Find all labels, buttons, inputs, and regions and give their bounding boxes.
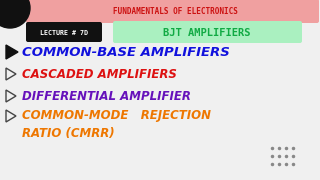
Polygon shape [6, 45, 18, 59]
FancyBboxPatch shape [26, 22, 102, 42]
Text: DIFFERENTIAL AMPLIFIER: DIFFERENTIAL AMPLIFIER [22, 89, 191, 102]
FancyBboxPatch shape [113, 21, 302, 43]
Text: LECTURE # 7D: LECTURE # 7D [40, 30, 88, 36]
FancyBboxPatch shape [26, 0, 319, 23]
Text: COMMON-BASE AMPLIFIERS: COMMON-BASE AMPLIFIERS [22, 46, 230, 58]
Text: RATIO (CMRR): RATIO (CMRR) [22, 127, 115, 141]
Text: FUNDAMENTALS OF ELECTRONICS: FUNDAMENTALS OF ELECTRONICS [113, 8, 237, 17]
Text: BJT AMPLIFIERS: BJT AMPLIFIERS [163, 28, 251, 38]
Text: CASCADED AMPLIFIERS: CASCADED AMPLIFIERS [22, 68, 177, 80]
Text: COMMON-MODE   REJECTION: COMMON-MODE REJECTION [22, 109, 211, 123]
Circle shape [0, 0, 30, 28]
